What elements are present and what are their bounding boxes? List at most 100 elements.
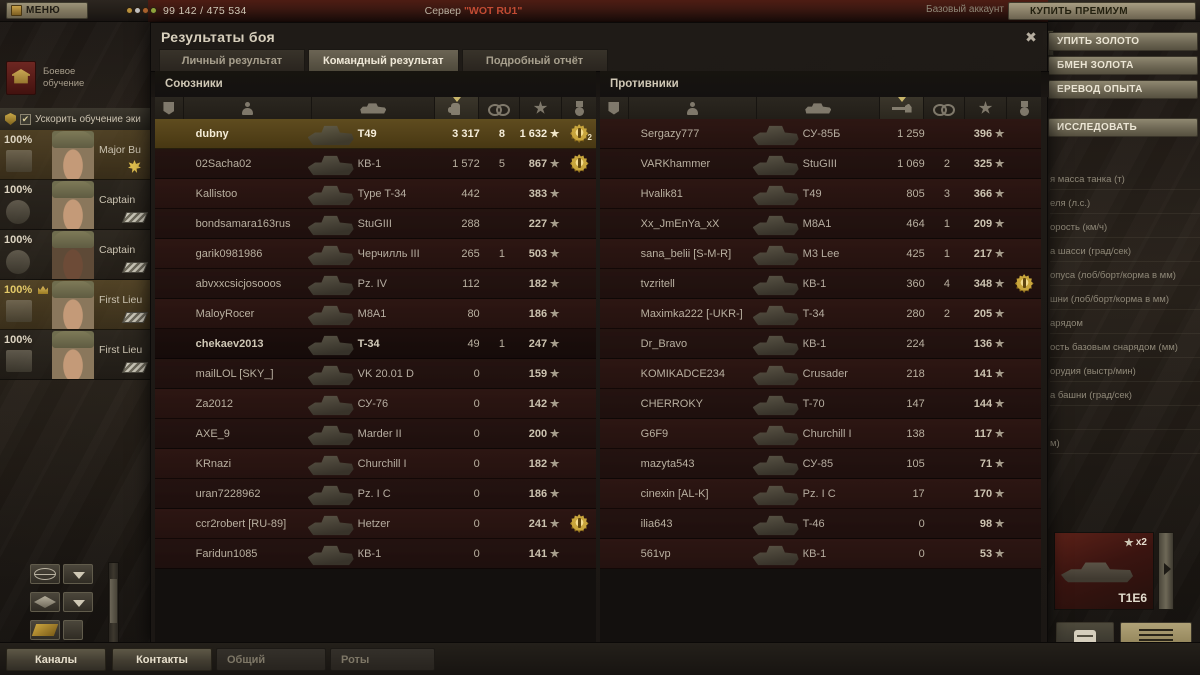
table-row[interactable]: KOMIKADCE234 Crusader 218 141 <box>600 359 1041 389</box>
experience-value: 209 <box>973 217 993 230</box>
table-row[interactable]: 561vp КВ-1 0 53 <box>600 539 1041 569</box>
gold-shell-button[interactable] <box>30 620 60 640</box>
table-row[interactable]: Hvalik81 T49 805 3 366 <box>600 179 1041 209</box>
buy-gold-button[interactable]: УПИТЬ ЗОЛОТО <box>1048 32 1198 51</box>
experience-star-icon <box>992 488 1007 499</box>
buy-premium-button[interactable]: КУПИТЬ ПРЕМИУМ <box>1008 2 1196 20</box>
column-header-kills[interactable] <box>924 97 965 119</box>
column-header-player[interactable] <box>184 97 313 119</box>
equipment-button[interactable] <box>30 592 60 612</box>
table-row[interactable]: ilia643 T-46 0 98 <box>600 509 1041 539</box>
channels-button[interactable]: Каналы <box>6 648 106 671</box>
column-header-experience[interactable] <box>965 97 1008 119</box>
table-row[interactable]: Maximka222 [-UKR-] T-34 280 2 205 <box>600 299 1041 329</box>
general-chat-tab[interactable]: Общий <box>216 648 326 671</box>
crew-member-row[interactable]: 100% Captain <box>0 180 152 230</box>
tab-detailed-report[interactable]: Подробный отчёт <box>461 49 608 71</box>
crew-member-row[interactable]: 100% Major Bu <box>0 130 152 180</box>
table-row[interactable]: 02Sacha02 КВ-1 1 572 5 867 <box>155 149 596 179</box>
kills-value: 8 <box>498 127 505 140</box>
column-header-kills[interactable] <box>479 97 520 119</box>
table-row[interactable]: chekaev2013 T-34 49 1 247 <box>155 329 596 359</box>
menu-button[interactable]: МЕНЮ <box>6 2 88 19</box>
column-header-medals[interactable] <box>562 97 596 119</box>
column-header-experience[interactable] <box>520 97 563 119</box>
experience-value: 1 632 <box>519 127 548 140</box>
table-row[interactable]: Xx_JmEnYa_xX M8A1 464 1 209 <box>600 209 1041 239</box>
table-row[interactable]: Kallistoo Type T-34 442 383 <box>155 179 596 209</box>
table-row[interactable]: Dr_Bravo КВ-1 224 136 <box>600 329 1041 359</box>
tab-team-result[interactable]: Командный результат <box>308 49 459 71</box>
table-row[interactable]: AXE_9 Marder II 0 200 <box>155 419 596 449</box>
current-tank-card[interactable]: x2 T1E6 <box>1054 532 1154 610</box>
left-scrollbar-thumb[interactable] <box>110 579 117 623</box>
table-row[interactable]: sana_belii [S-M-R] M3 Lee 425 1 217 <box>600 239 1041 269</box>
ammo-type-dropdown[interactable] <box>63 564 93 584</box>
table-row[interactable]: Faridun1085 КВ-1 0 141 <box>155 539 596 569</box>
column-header-flag[interactable] <box>155 97 184 119</box>
extra-slot-button[interactable] <box>63 620 83 640</box>
close-icon[interactable]: ✖ <box>1025 29 1037 45</box>
table-row[interactable]: CHERROKY T-70 147 144 <box>600 389 1041 419</box>
crew-member-row[interactable]: 100% First Lieu <box>0 330 152 380</box>
player-name: AXE_9 <box>195 427 230 440</box>
table-row[interactable]: bondsamara163rus StuGIII 288 227 <box>155 209 596 239</box>
column-header-vehicle[interactable] <box>757 97 881 119</box>
left-scrollbar[interactable] <box>108 562 119 654</box>
damage-value: 0 <box>473 367 480 380</box>
equipment-dropdown[interactable] <box>63 592 93 612</box>
combat-training-item[interactable]: Боевое обучение <box>6 56 146 100</box>
top-bar-accent <box>148 0 1048 22</box>
companies-tab[interactable]: Роты <box>330 648 435 671</box>
accelerate-crew-training-row[interactable]: ✔ Ускорить обучение эки <box>0 108 152 130</box>
column-header-medals[interactable] <box>1007 97 1041 119</box>
vehicle-name: Type T-34 <box>357 187 407 200</box>
tank-icon <box>752 335 799 356</box>
table-row[interactable]: mazyta543 СУ-85 105 71 <box>600 449 1041 479</box>
crew-helmet <box>52 331 94 348</box>
crew-member-row[interactable]: 100% Captain <box>0 230 152 280</box>
column-header-damage[interactable] <box>880 97 925 119</box>
damage-value: 1 069 <box>897 157 925 170</box>
column-header-player[interactable] <box>629 97 758 119</box>
exchange-gold-button[interactable]: БМЕН ЗОЛОТА <box>1048 56 1198 75</box>
tank-icon <box>752 275 799 296</box>
stat-row: арядом <box>1050 314 1200 334</box>
checkbox-icon[interactable]: ✔ <box>20 113 31 125</box>
tank-carousel-next-button[interactable] <box>1158 532 1174 610</box>
player-name: chekaev2013 <box>195 337 264 350</box>
table-row[interactable]: ccr2robert [RU-89] Hetzer 0 241 <box>155 509 596 539</box>
experience-star-icon <box>547 488 562 499</box>
table-row[interactable]: G6F9 Churchill I 138 117 <box>600 419 1041 449</box>
damage-value: 265 <box>461 247 480 260</box>
table-row[interactable]: dubny T49 3 317 8 1 632 2 <box>155 119 596 149</box>
table-row[interactable]: garik0981986 Черчилль III 265 1 503 <box>155 239 596 269</box>
ammo-type-button[interactable] <box>30 564 60 584</box>
table-row[interactable]: cinexin [AL-K] Pz. I C 17 170 <box>600 479 1041 509</box>
buy-premium-label: КУПИТЬ ПРЕМИУМ <box>1030 5 1128 17</box>
tank-icon <box>307 515 354 536</box>
column-header-flag[interactable] <box>600 97 629 119</box>
tab-personal-result[interactable]: Личный результат <box>159 49 305 71</box>
experience-star-icon <box>992 338 1007 349</box>
table-row[interactable]: tvzritell КВ-1 360 4 348 <box>600 269 1041 299</box>
contacts-button[interactable]: Контакты <box>112 648 212 671</box>
table-row[interactable]: KRnazi Churchill I 0 182 <box>155 449 596 479</box>
table-row[interactable]: VARKhammer StuGIII 1 069 2 325 <box>600 149 1041 179</box>
column-header-vehicle[interactable] <box>312 97 436 119</box>
experience-star-icon <box>547 158 562 169</box>
crew-member-row[interactable]: 100% First Lieu <box>0 280 152 330</box>
table-row[interactable]: MaloyRocer M8A1 80 186 <box>155 299 596 329</box>
table-row[interactable]: mailLOL [SKY_] VK 20.01 D 0 159 <box>155 359 596 389</box>
experience-star-icon <box>547 188 562 199</box>
person-icon <box>241 101 254 115</box>
table-row[interactable]: Sergazy777 СУ-85Б 1 259 396 <box>600 119 1041 149</box>
transfer-xp-button[interactable]: ЕРЕВОД ОПЫТА <box>1048 80 1198 99</box>
column-header-damage[interactable] <box>435 97 480 119</box>
table-row[interactable]: Za2012 СУ-76 0 142 <box>155 389 596 419</box>
credits-display: 99 142 / 475 534 <box>126 5 247 17</box>
table-row[interactable]: abvxxcsicjosooos Pz. IV 112 182 <box>155 269 596 299</box>
damage-value: 288 <box>461 217 480 230</box>
table-row[interactable]: uran7228962 Pz. I C 0 186 <box>155 479 596 509</box>
research-button[interactable]: ИССЛЕДОВАТЬ <box>1048 118 1198 137</box>
